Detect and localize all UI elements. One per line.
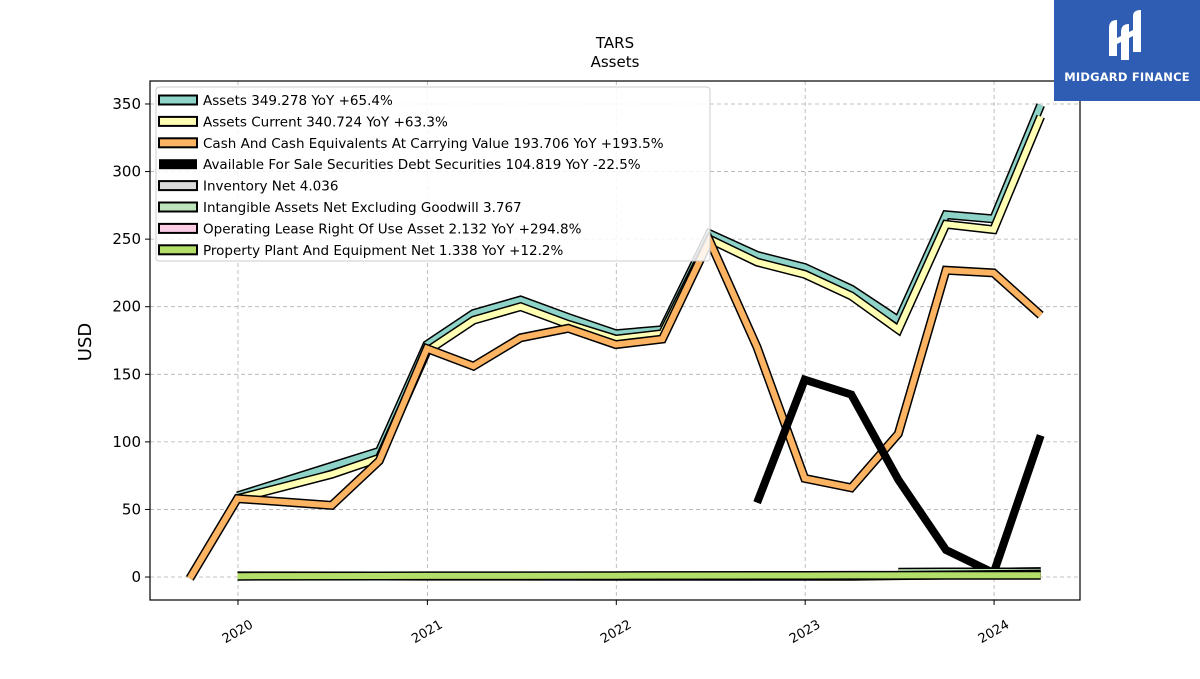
series-7 [238, 575, 1041, 576]
legend-label: Intangible Assets Net Excluding Goodwill… [203, 200, 522, 216]
legend-label: Property Plant And Equipment Net 1.338 Y… [203, 243, 563, 259]
legend-swatch [159, 224, 197, 233]
x-tick-label: 2023 [787, 617, 823, 647]
legend-swatch [159, 96, 197, 105]
legend-item: Available For Sale Securities Debt Secur… [159, 157, 641, 173]
y-tick-label: 50 [122, 500, 141, 518]
legend-swatch [159, 117, 197, 126]
y-tick-label: 200 [112, 298, 141, 316]
y-axis-label: USD [75, 323, 96, 361]
legend-item: Operating Lease Right Of Use Asset 2.132… [159, 221, 582, 237]
y-tick-label: 150 [112, 365, 141, 383]
y-tick-label: 100 [112, 433, 141, 451]
legend-swatch [159, 138, 197, 147]
brand-logo: MIDGARD FINANCE [1054, 0, 1200, 101]
x-axis-ticks: 2020 2021 2022 2023 2024 [220, 600, 1012, 647]
x-tick-label: 2020 [220, 617, 256, 647]
legend: Assets 349.278 YoY +65.4% Assets Current … [156, 87, 710, 261]
legend-label: Assets 349.278 YoY +65.4% [203, 93, 393, 109]
legend-item: Assets Current 340.724 YoY +63.3% [159, 114, 448, 130]
y-tick-label: 250 [112, 230, 141, 248]
legend-swatch [159, 245, 197, 254]
chart-title: TARS [595, 34, 634, 52]
legend-label: Operating Lease Right Of Use Asset 2.132… [203, 221, 582, 237]
legend-label: Inventory Net 4.036 [203, 179, 338, 195]
brand-name: MIDGARD FINANCE [1064, 70, 1190, 84]
legend-item: Intangible Assets Net Excluding Goodwill… [159, 200, 522, 216]
midgard-logo-icon [1103, 8, 1151, 68]
legend-swatch [159, 203, 197, 212]
y-tick-label: 300 [112, 163, 141, 181]
chart-subtitle: Assets [591, 53, 640, 71]
y-tick-label: 0 [131, 568, 141, 586]
legend-item: Property Plant And Equipment Net 1.338 Y… [159, 243, 563, 259]
legend-item: Cash And Cash Equivalents At Carrying Va… [159, 136, 664, 152]
x-tick-label: 2024 [976, 617, 1012, 647]
y-tick-label: 350 [112, 95, 141, 113]
x-tick-label: 2022 [598, 617, 634, 647]
legend-swatch [159, 159, 197, 169]
legend-swatch [159, 181, 197, 190]
legend-label: Assets Current 340.724 YoY +63.3% [203, 114, 448, 130]
legend-label: Cash And Cash Equivalents At Carrying Va… [203, 136, 664, 152]
legend-label: Available For Sale Securities Debt Secur… [203, 157, 641, 173]
series-line [238, 575, 1041, 576]
x-tick-label: 2021 [409, 617, 445, 647]
y-axis-ticks: 0 50 100 150 200 250 300 350 [112, 95, 150, 586]
